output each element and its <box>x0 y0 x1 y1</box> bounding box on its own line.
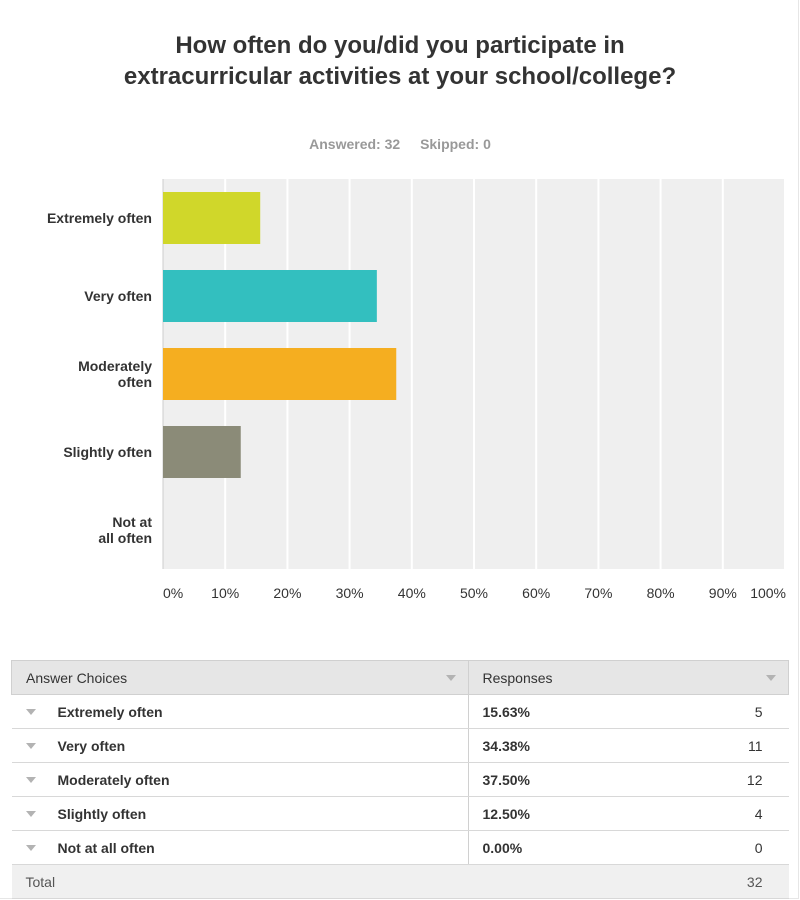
expand-chevron-icon[interactable] <box>25 810 36 817</box>
response-percent: 15.63% <box>467 694 603 729</box>
x-tick-label: 90% <box>709 585 737 601</box>
category-label: Very often <box>84 288 152 304</box>
x-tick-label: 80% <box>647 585 675 601</box>
response-percent: 12.50% <box>467 796 603 831</box>
responses-header-label: Responses <box>482 669 553 686</box>
answer-choices-header[interactable]: Answer Choices <box>11 660 469 695</box>
x-tick-label: 30% <box>336 585 364 601</box>
answer-choice: Slightly often <box>11 796 468 831</box>
category-label: Not at all often <box>98 514 152 546</box>
answer-choice-label: Very often <box>57 737 126 754</box>
category-label: Slightly often <box>63 444 152 460</box>
table-row: Extremely often 15.63% 5 <box>11 694 789 729</box>
response-count: 5 <box>602 694 789 729</box>
x-tick-label: 10% <box>211 585 239 601</box>
bar-chart: Extremely often Very often Moderately often… <box>47 179 786 601</box>
total-row: Total 32 <box>11 864 789 899</box>
answer-choice: Moderately often <box>11 762 468 797</box>
bar[interactable] <box>163 192 261 244</box>
response-percent: 0.00% <box>467 830 603 865</box>
response-stats: Answered: 32 Skipped: 0 <box>0 136 800 152</box>
expand-chevron-icon[interactable] <box>25 708 36 715</box>
x-tick-label: 20% <box>273 585 301 601</box>
bar[interactable] <box>163 348 397 400</box>
expand-chevron-icon[interactable] <box>25 742 36 749</box>
response-percent: 37.50% <box>467 762 603 797</box>
total-count: 32 <box>602 864 789 899</box>
answer-choice-label: Extremely often <box>57 703 163 720</box>
response-count: 0 <box>602 830 789 865</box>
response-count: 11 <box>602 728 789 763</box>
question-title: How often do you/did you participate in … <box>123 32 677 90</box>
bar[interactable] <box>163 426 241 478</box>
responses-table: Answer Choices Responses Extremely often… <box>11 660 789 899</box>
total-label: Total <box>11 864 468 899</box>
responses-header[interactable]: Responses <box>467 660 789 695</box>
x-tick-label: 70% <box>584 585 612 601</box>
response-count: 12 <box>602 762 789 797</box>
skipped-count: Skipped: 0 <box>420 136 491 152</box>
answer-choice-label: Not at all often <box>57 839 155 856</box>
category-label: Moderately often <box>78 358 152 390</box>
table-row: Not at all often 0.00% 0 <box>11 830 789 865</box>
sort-chevron-icon[interactable] <box>766 675 776 681</box>
answered-count: Answered: 32 <box>309 136 401 152</box>
table-row: Moderately often 37.50% 12 <box>11 762 789 797</box>
answer-choice-label: Moderately often <box>57 771 170 788</box>
sort-chevron-icon[interactable] <box>445 675 456 681</box>
response-count: 4 <box>602 796 789 831</box>
response-percent: 34.38% <box>467 728 603 763</box>
bar[interactable] <box>163 270 377 322</box>
table-row: Very often 34.38% 11 <box>11 728 789 763</box>
answer-choice: Not at all often <box>11 830 468 865</box>
expand-chevron-icon[interactable] <box>25 776 36 783</box>
answer-choice: Very often <box>11 728 468 763</box>
answer-choice-label: Slightly often <box>57 805 147 822</box>
x-tick-label: 60% <box>522 585 550 601</box>
category-label: Extremely often <box>47 210 152 226</box>
x-tick-label: 50% <box>460 585 488 601</box>
answer-choices-header-label: Answer Choices <box>26 669 128 686</box>
x-tick-label: 0% <box>163 585 183 601</box>
answer-choice: Extremely often <box>11 694 468 729</box>
x-tick-label: 40% <box>398 585 426 601</box>
x-tick-label: 100% <box>750 585 786 601</box>
expand-chevron-icon[interactable] <box>25 844 36 851</box>
table-row: Slightly often 12.50% 4 <box>11 796 789 831</box>
